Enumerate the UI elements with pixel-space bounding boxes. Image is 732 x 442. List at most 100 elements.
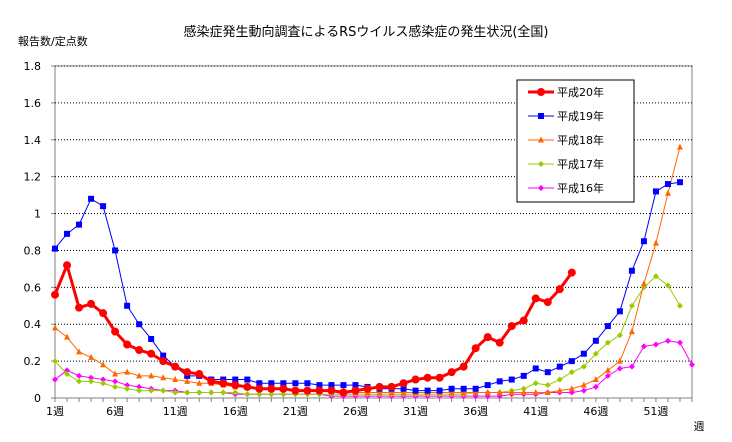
data-point [352, 382, 359, 389]
legend-item: 平成19年 [528, 109, 604, 123]
legend-item: 平成18年 [528, 133, 604, 147]
data-point [544, 369, 551, 376]
data-point [448, 388, 455, 395]
data-point [556, 387, 563, 394]
data-point [327, 386, 336, 395]
x-tick-label: 46週 [583, 405, 608, 418]
y-tick-label: 1.4 [24, 134, 42, 147]
x-tick-label: 21週 [283, 405, 308, 418]
data-point [592, 383, 599, 390]
data-point [519, 316, 528, 325]
data-point [148, 372, 155, 379]
data-point [580, 363, 587, 370]
data-point [112, 370, 119, 377]
data-point [496, 388, 503, 395]
legend-label: 平成17年 [557, 157, 604, 171]
data-point [244, 391, 251, 398]
data-point [268, 380, 275, 387]
data-point [664, 282, 671, 289]
legend-label: 平成16年 [557, 181, 604, 195]
data-point [604, 372, 611, 379]
data-point [292, 380, 299, 387]
data-point [76, 348, 83, 355]
data-point [255, 384, 264, 393]
data-point [304, 380, 311, 387]
data-point [64, 230, 71, 237]
data-point [148, 335, 155, 342]
data-point [689, 361, 695, 368]
y-tick-label: 0.4 [24, 318, 42, 331]
data-point [76, 221, 83, 228]
data-point [136, 321, 143, 328]
data-point [171, 362, 180, 371]
data-point [100, 203, 107, 210]
data-point [568, 358, 575, 365]
y-axis-label: 報告数/定点数 [18, 34, 88, 48]
data-point [580, 387, 587, 394]
data-point [664, 189, 671, 196]
data-point [183, 368, 192, 377]
data-point [544, 382, 551, 389]
data-point [568, 369, 575, 376]
data-point [568, 385, 575, 392]
data-point [124, 302, 131, 309]
data-point [316, 382, 323, 389]
data-point [460, 388, 467, 395]
legend-marker [538, 161, 544, 167]
x-tick-label: 41週 [523, 405, 548, 418]
data-point [412, 387, 419, 394]
legend-marker [538, 185, 544, 191]
data-point [495, 338, 504, 347]
legend-item: 平成20年 [528, 85, 604, 99]
data-point [88, 374, 95, 381]
data-point [664, 337, 671, 344]
data-point [87, 299, 96, 308]
data-point [340, 382, 347, 389]
data-point [88, 353, 95, 360]
data-point [51, 290, 59, 299]
legend-label: 平成18年 [557, 133, 604, 147]
data-point [592, 350, 599, 357]
data-point [520, 372, 527, 379]
x-axis-label: 週 [694, 420, 705, 433]
data-point [280, 391, 287, 398]
data-point [195, 370, 204, 379]
y-tick-label: 1.2 [24, 171, 42, 184]
data-point [112, 378, 119, 385]
data-point [315, 386, 324, 395]
data-point [196, 389, 203, 396]
data-point [100, 361, 107, 368]
data-point [507, 322, 516, 331]
data-point [544, 388, 551, 395]
x-tick-label: 16週 [223, 405, 248, 418]
data-point [291, 386, 300, 395]
data-point [52, 358, 58, 365]
data-point [124, 368, 131, 375]
data-point [267, 384, 276, 393]
data-point [423, 373, 432, 382]
chart-title: 感染症発生動向調査によるRSウイルス感染症の発生状況(全国) [183, 24, 548, 40]
data-point [243, 382, 252, 391]
data-point [400, 385, 407, 392]
data-point [652, 341, 659, 348]
data-point [556, 376, 563, 383]
y-tick-label: 1 [34, 208, 41, 221]
data-point [172, 389, 179, 396]
data-point [628, 328, 635, 335]
data-point [652, 188, 659, 195]
data-point [555, 285, 564, 294]
data-point [448, 385, 455, 392]
data-point [664, 181, 671, 188]
data-point [460, 385, 467, 392]
data-point [135, 346, 144, 355]
data-point [472, 385, 479, 392]
data-point [616, 332, 623, 339]
data-point [172, 376, 179, 383]
data-point [63, 261, 72, 270]
data-point [160, 387, 167, 394]
data-point [220, 389, 227, 396]
legend-box [516, 79, 635, 203]
data-point [99, 309, 108, 318]
data-point [435, 373, 444, 382]
